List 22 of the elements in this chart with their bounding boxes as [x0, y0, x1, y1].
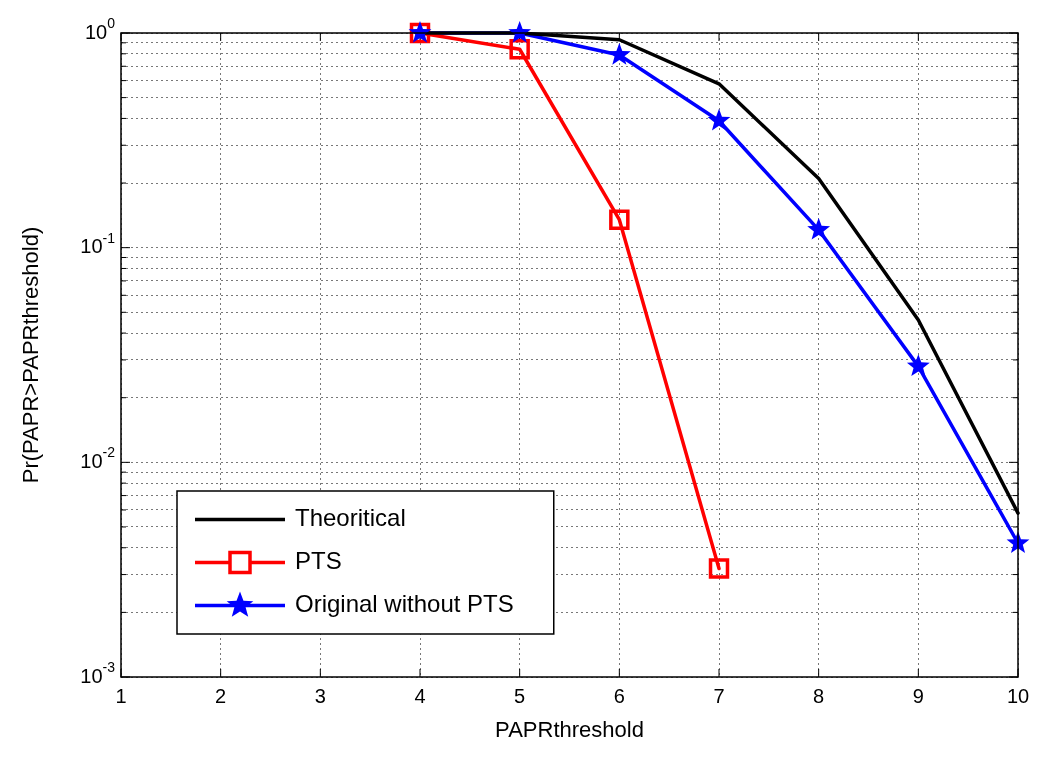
x-tick-label: 6: [613, 684, 625, 707]
x-axis-title: PAPRthreshold: [495, 717, 644, 743]
point: [807, 217, 831, 240]
x-tick-label: 5: [514, 684, 526, 707]
x-tick-label: 8: [813, 684, 825, 707]
point: [607, 42, 631, 65]
x-tick-label: 2: [215, 684, 227, 707]
x-tick-label: 10: [1006, 684, 1030, 707]
point: [906, 354, 930, 377]
legend-label: PTS: [295, 547, 342, 575]
y-axis-title: Pr(PAPR>PAPRthreshold): [18, 226, 44, 484]
x-tick-label: 4: [414, 684, 426, 707]
legend-label: Theoritical: [295, 504, 406, 532]
point: [707, 108, 731, 131]
x-tick-label: 1: [115, 684, 127, 707]
point: [509, 39, 530, 60]
x-tick-label: 7: [713, 684, 725, 707]
x-tick-label: 9: [912, 684, 924, 707]
legend-label: Original without PTS: [295, 590, 514, 618]
point: [609, 209, 630, 230]
x-tick-label: 3: [314, 684, 326, 707]
point: [708, 558, 730, 579]
